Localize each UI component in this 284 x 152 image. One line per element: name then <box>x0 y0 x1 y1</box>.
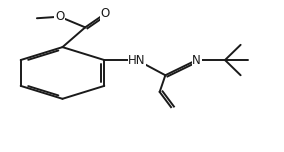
Text: O: O <box>101 7 110 20</box>
Text: O: O <box>55 10 64 23</box>
Text: HN: HN <box>128 54 146 67</box>
Text: N: N <box>192 54 201 67</box>
